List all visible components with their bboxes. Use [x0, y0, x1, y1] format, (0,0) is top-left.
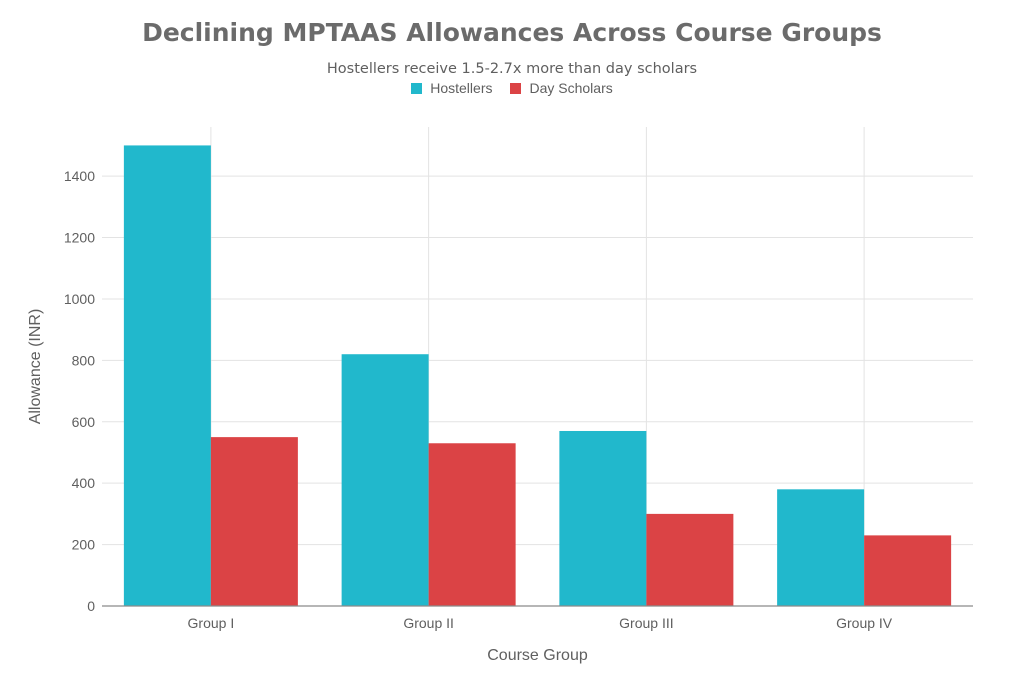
legend-label-hostellers: Hostellers — [430, 80, 493, 96]
y-tick-label: 800 — [72, 352, 96, 368]
bar-hostellers-1[interactable] — [123, 145, 211, 606]
y-tick-label: 1000 — [64, 291, 95, 307]
x-tick-label: Group I — [188, 615, 235, 631]
legend-item-hostellers[interactable]: Hostellers — [411, 80, 492, 96]
bar-hostellers-3[interactable] — [559, 430, 647, 606]
bar-day-scholars-3[interactable] — [646, 513, 734, 606]
legend-swatch-day-scholars — [510, 82, 522, 94]
bar-day-scholars-4[interactable] — [864, 535, 952, 606]
legend: Hostellers Day Scholars — [0, 80, 1024, 96]
x-tick-label: Group IV — [836, 615, 893, 631]
bar-hostellers-4[interactable] — [777, 489, 865, 606]
y-tick-label: 600 — [72, 414, 96, 430]
chart-title: Declining MPTAAS Allowances Across Cours… — [142, 18, 882, 47]
y-tick-label: 200 — [72, 537, 96, 553]
x-axis-title: Course Group — [487, 647, 588, 664]
bars — [123, 145, 952, 606]
legend-item-day-scholars[interactable]: Day Scholars — [510, 80, 613, 96]
y-tick-label: 1400 — [64, 168, 95, 184]
axes: 0 200 400 600 800 1000 1200 1400 Group I Group II… — [64, 168, 973, 631]
bar-day-scholars-2[interactable] — [428, 443, 516, 606]
x-tick-label: Group III — [619, 615, 673, 631]
x-tick-label: Group II — [403, 615, 454, 631]
y-axis-title: Allowance (INR) — [27, 309, 44, 425]
y-tick-label: 0 — [87, 598, 95, 614]
y-tick-label: 400 — [72, 475, 96, 491]
bar-hostellers-2[interactable] — [341, 354, 429, 606]
y-tick-label: 1200 — [64, 230, 95, 246]
legend-swatch-hostellers — [411, 82, 423, 94]
chart-subtitle: Hostellers receive 1.5-2.7x more than da… — [326, 61, 698, 77]
bar-day-scholars-1[interactable] — [210, 437, 298, 606]
legend-label-day-scholars: Day Scholars — [529, 80, 613, 96]
